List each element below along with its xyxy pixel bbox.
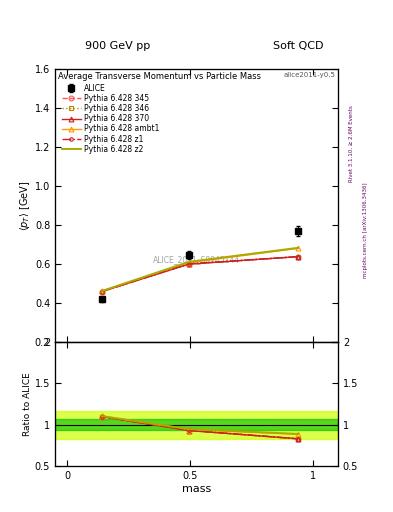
Pythia 6.428 z1 — [296, 253, 301, 260]
Pythia 6.428 346 — [99, 289, 104, 295]
Text: Rivet 3.1.10, ≥ 2.6M Events: Rivet 3.1.10, ≥ 2.6M Events — [349, 105, 354, 182]
Pythia 6.428 ambt1 — [296, 245, 301, 251]
Text: Average Transverse Momentum vs Particle Mass: Average Transverse Momentum vs Particle … — [58, 72, 261, 81]
Bar — [55, 419, 338, 431]
Text: ALICE_2011_S8945144: ALICE_2011_S8945144 — [153, 255, 240, 265]
Line: Pythia 6.428 345: Pythia 6.428 345 — [99, 254, 301, 294]
Legend: ALICE, Pythia 6.428 345, Pythia 6.428 346, Pythia 6.428 370, Pythia 6.428 ambt1,: ALICE, Pythia 6.428 345, Pythia 6.428 34… — [62, 84, 159, 154]
Pythia 6.428 370 — [99, 288, 104, 294]
Pythia 6.428 z1 — [187, 261, 191, 267]
Pythia 6.428 z1 — [99, 289, 104, 295]
Bar — [55, 411, 338, 439]
Line: Pythia 6.428 346: Pythia 6.428 346 — [99, 254, 301, 294]
Pythia 6.428 370 — [187, 261, 191, 267]
Pythia 6.428 346 — [296, 253, 301, 260]
Pythia 6.428 ambt1 — [187, 260, 191, 266]
Pythia 6.428 ambt1 — [99, 288, 104, 294]
Pythia 6.428 z2 — [99, 288, 104, 294]
Y-axis label: $\langle p_T \rangle$ [GeV]: $\langle p_T \rangle$ [GeV] — [18, 180, 32, 231]
X-axis label: mass: mass — [182, 483, 211, 494]
Line: Pythia 6.428 370: Pythia 6.428 370 — [99, 254, 301, 294]
Text: 900 GeV pp: 900 GeV pp — [85, 41, 151, 51]
Pythia 6.428 345 — [187, 261, 191, 267]
Pythia 6.428 370 — [296, 253, 301, 260]
Pythia 6.428 z2 — [296, 245, 301, 251]
Pythia 6.428 345 — [296, 253, 301, 260]
Text: alice2011-y0.5: alice2011-y0.5 — [283, 72, 335, 78]
Text: Soft QCD: Soft QCD — [274, 41, 324, 51]
Text: mcplots.cern.ch [arXiv:1306.3436]: mcplots.cern.ch [arXiv:1306.3436] — [363, 183, 368, 278]
Pythia 6.428 z2 — [187, 259, 191, 265]
Y-axis label: Ratio to ALICE: Ratio to ALICE — [23, 372, 32, 436]
Pythia 6.428 346 — [187, 261, 191, 267]
Pythia 6.428 345 — [99, 289, 104, 295]
Line: Pythia 6.428 ambt1: Pythia 6.428 ambt1 — [99, 246, 301, 293]
Line: Pythia 6.428 z1: Pythia 6.428 z1 — [100, 255, 300, 293]
Line: Pythia 6.428 z2: Pythia 6.428 z2 — [102, 248, 298, 291]
